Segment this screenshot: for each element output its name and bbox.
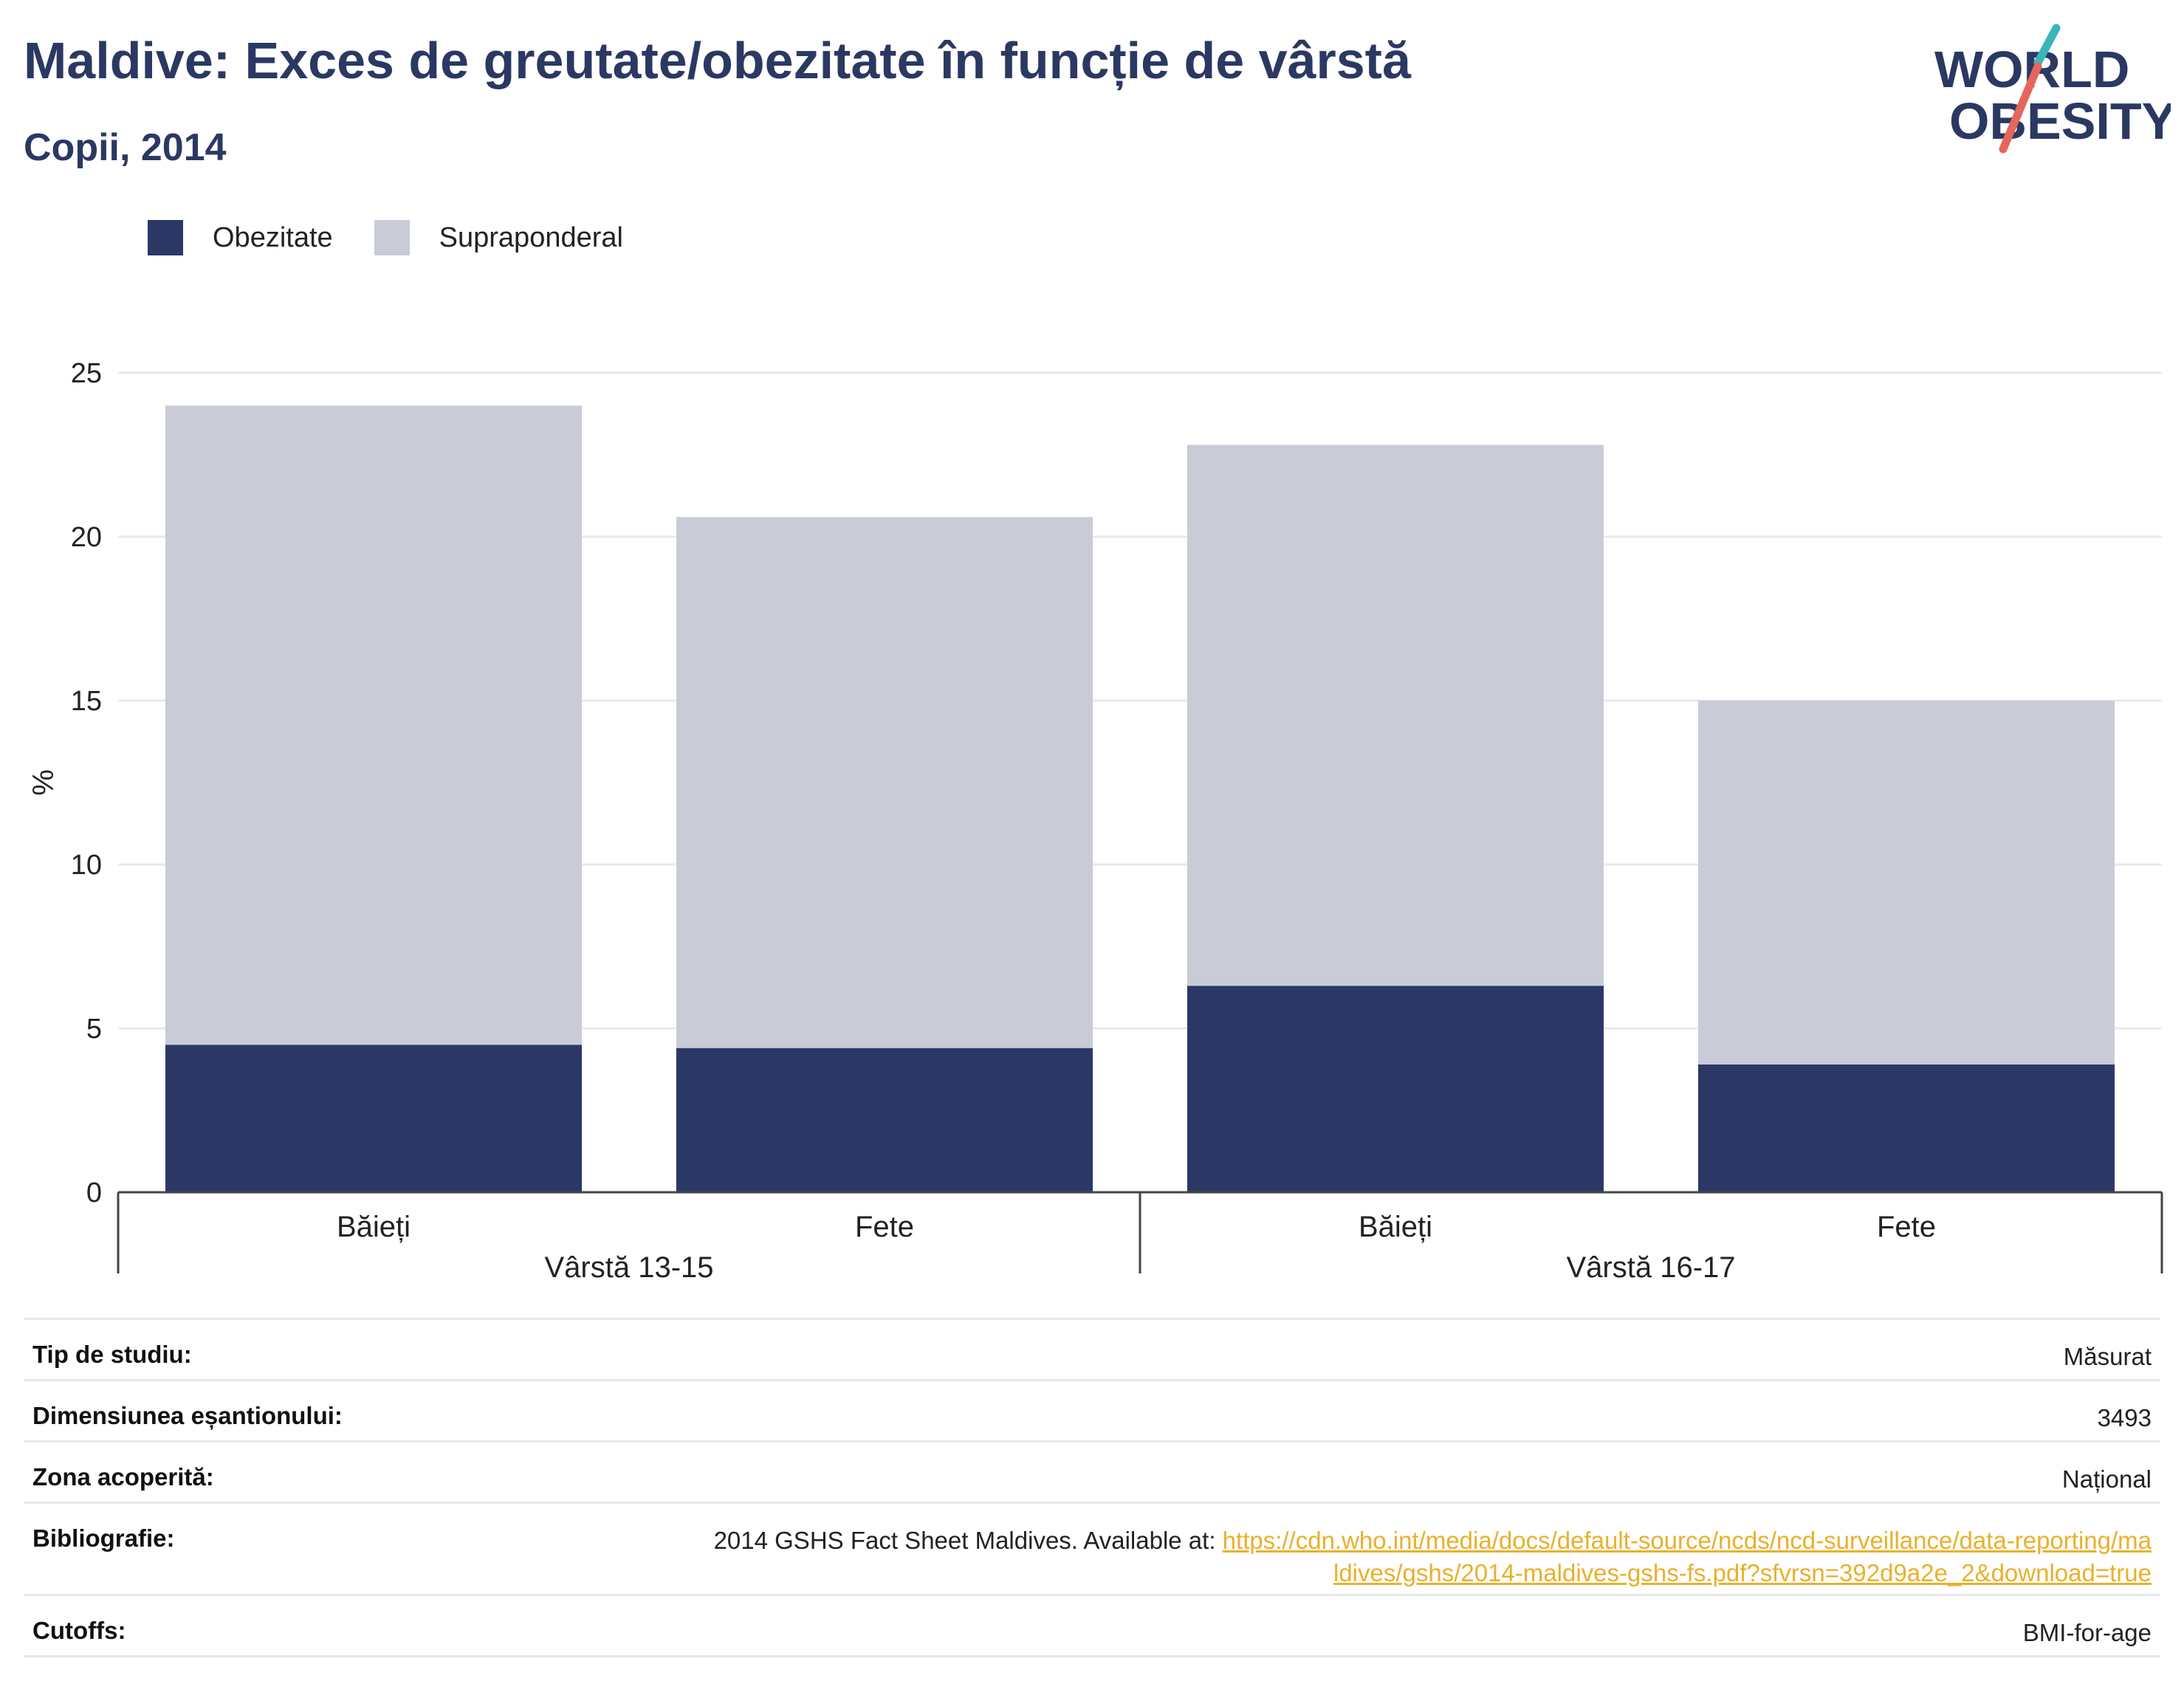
bar-supraponderal-3 — [1698, 701, 2115, 1065]
info-row-coverage: Zona acoperită: Național — [24, 1440, 2160, 1502]
bibliography-link[interactable]: https://cdn.who.int/media/docs/default-s… — [1222, 1527, 2152, 1586]
legend-item-obezitate: Obezitate — [148, 220, 333, 255]
info-row-cutoffs: Cutoffs: BMI-for-age — [24, 1594, 2160, 1655]
group-label: Vârstă 16-17 — [1566, 1251, 1735, 1284]
world-obesity-logo: WORLD OBESITY — [1934, 24, 2171, 154]
legend-swatch-obezitate — [148, 220, 183, 255]
chart-legend: Obezitate Supraponderal — [148, 220, 665, 255]
y-tick-label: 10 — [71, 850, 102, 881]
study-type-value: Măsurat — [2063, 1343, 2152, 1370]
bar-supraponderal-2 — [1187, 444, 1604, 986]
study-info-table: Tip de studiu: Măsurat Dimensiunea eșant… — [24, 1318, 2160, 1655]
x-tick-label: Fete — [855, 1211, 914, 1243]
legend-swatch-supraponderal — [374, 220, 410, 255]
x-tick-label: Băieți — [1359, 1211, 1432, 1243]
coverage-label: Zona acoperită: — [32, 1463, 214, 1491]
info-row-sample-size: Dimensiunea eșantionului: 3493 — [24, 1379, 2160, 1440]
sample-size-label: Dimensiunea eșantionului: — [32, 1402, 343, 1429]
bar-obezitate-0 — [165, 1045, 582, 1192]
chart-subtitle: Copii, 2014 — [24, 126, 227, 169]
bar-obezitate-1 — [676, 1048, 1093, 1192]
logo-slash-red — [1999, 62, 2042, 154]
info-table-bottom-border — [24, 1655, 2160, 1657]
bar-obezitate-3 — [1698, 1064, 2115, 1192]
cutoffs-value: BMI-for-age — [2022, 1619, 2152, 1646]
logo-text-obesity: OBESITY — [1949, 92, 2171, 150]
y-axis-label: % — [27, 769, 60, 796]
bar-obezitate-2 — [1187, 986, 1604, 1192]
bar-supraponderal-0 — [165, 405, 582, 1045]
group-label: Vârstă 13-15 — [544, 1251, 713, 1284]
bar-chart: 0 5 10 15 20 25% Băieți Fete Băieți Fete Vârstă 13… — [27, 358, 2163, 1284]
x-tick-label: Fete — [1877, 1211, 1936, 1243]
x-tick-label: Băieți — [337, 1211, 411, 1243]
bar-supraponderal-1 — [676, 517, 1093, 1048]
coverage-value: Național — [2061, 1465, 2152, 1493]
y-tick-label: 20 — [71, 522, 102, 553]
logo-slash-teal — [2033, 24, 2061, 67]
info-row-study-type: Tip de studiu: Măsurat — [24, 1318, 2160, 1379]
legend-label-obezitate: Obezitate — [213, 221, 333, 253]
y-tick-label: 0 — [86, 1177, 102, 1208]
y-tick-label: 25 — [71, 358, 102, 389]
sample-size-value: 3493 — [2097, 1404, 2152, 1431]
cutoffs-label: Cutoffs: — [32, 1617, 126, 1644]
y-tick-label: 15 — [71, 686, 102, 717]
bibliography-label: Bibliografie: — [32, 1524, 175, 1552]
bibliography-text: 2014 GSHS Fact Sheet Maldives. Available… — [713, 1527, 1223, 1554]
legend-label-supraponderal: Supraponderal — [439, 221, 623, 253]
chart-title: Maldive: Exces de greutate/obezitate în … — [24, 32, 1411, 89]
info-row-bibliography: Bibliografie: 2014 GSHS Fact Sheet Maldi… — [24, 1502, 2160, 1594]
legend-item-supraponderal: Supraponderal — [374, 220, 623, 255]
y-tick-label: 5 — [86, 1014, 102, 1045]
bibliography-value: 2014 GSHS Fact Sheet Maldives. Available… — [712, 1504, 2152, 1589]
study-type-label: Tip de studiu: — [32, 1341, 192, 1368]
